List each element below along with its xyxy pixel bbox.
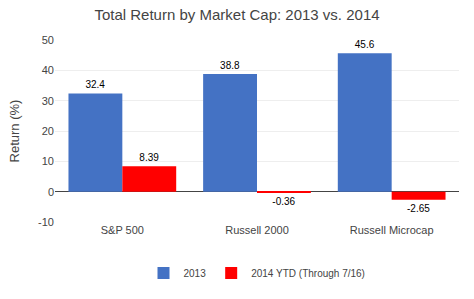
svg-text:-10: -10 [38,216,54,228]
svg-text:Return (%): Return (%) [7,100,22,163]
svg-text:S&P 500: S&P 500 [101,224,144,236]
svg-text:30: 30 [42,95,54,107]
svg-text:38.8: 38.8 [220,60,240,71]
svg-text:10: 10 [42,155,54,167]
svg-text:-2.65: -2.65 [407,203,430,214]
svg-text:20: 20 [42,125,54,137]
svg-text:-0.36: -0.36 [272,196,295,207]
svg-text:Russell Microcap: Russell Microcap [350,224,434,236]
svg-text:45.6: 45.6 [355,39,375,50]
svg-text:2014 YTD (Through 7/16): 2014 YTD (Through 7/16) [251,268,365,279]
svg-text:0: 0 [48,186,54,198]
svg-text:50: 50 [42,34,54,46]
svg-text:40: 40 [42,64,54,76]
svg-text:32.4: 32.4 [85,79,105,90]
svg-text:Total Return by Market Cap: 20: Total Return by Market Cap: 2013 vs. 201… [94,6,379,23]
svg-text:Russell 2000: Russell 2000 [225,224,289,236]
svg-text:8.39: 8.39 [139,152,159,163]
svg-text:2013: 2013 [184,268,207,279]
